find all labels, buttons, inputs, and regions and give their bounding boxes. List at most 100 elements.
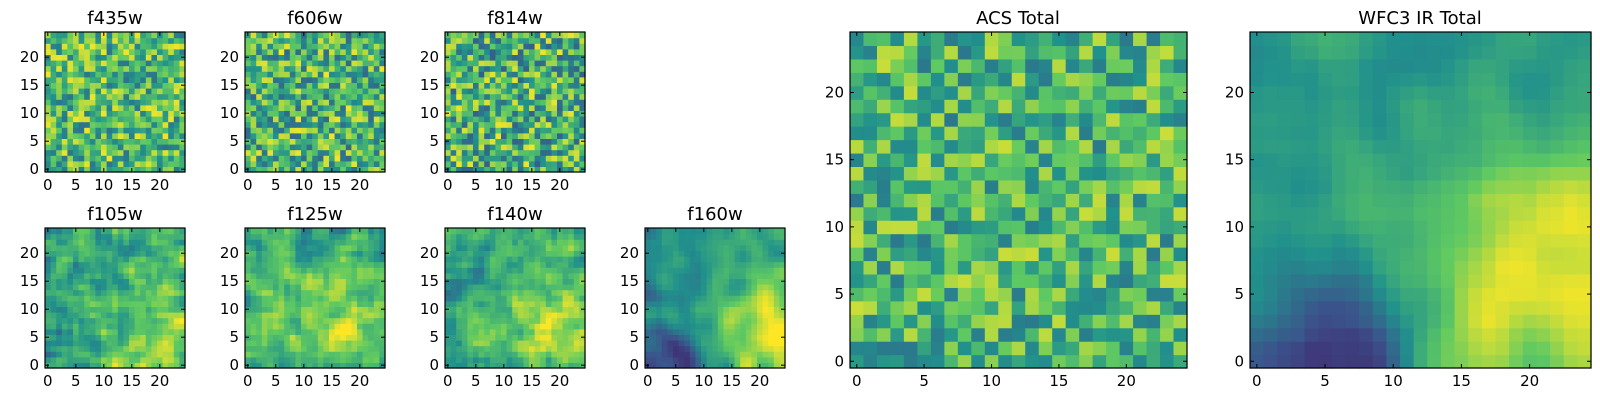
heatmap-cell (168, 76, 175, 83)
heatmap-cell (757, 233, 764, 240)
heatmap-cell (661, 239, 668, 246)
heatmap-cell (368, 356, 375, 363)
heatmap-cell (306, 37, 313, 44)
heatmap-cell (323, 278, 330, 285)
heatmap-cell (61, 278, 68, 285)
heatmap-cell (506, 295, 513, 302)
heatmap-cell (523, 300, 530, 307)
heatmap-cell (179, 300, 186, 307)
heatmap-cell (517, 317, 524, 324)
heatmap-cell (768, 239, 775, 246)
heatmap-cell (373, 88, 380, 95)
heatmap-cell (745, 317, 752, 324)
heatmap-cell (568, 155, 575, 162)
heatmap-cell (50, 312, 57, 319)
heatmap-cell (540, 256, 547, 263)
heatmap-cell (312, 65, 319, 72)
heatmap-cell (661, 362, 668, 369)
heatmap-cell (123, 289, 130, 296)
heatmap-cell (678, 351, 685, 358)
heatmap-cell (45, 340, 52, 347)
heatmap-cell (106, 110, 113, 117)
heatmap-cell (650, 250, 657, 257)
heatmap-cell (334, 306, 341, 313)
heatmap-cell (534, 32, 541, 39)
heatmap-cell (957, 314, 972, 329)
heatmap-cell (117, 71, 124, 78)
heatmap-cell (773, 312, 780, 319)
heatmap-cell (317, 284, 324, 291)
heatmap-cell (340, 356, 347, 363)
heatmap-cell (489, 323, 496, 330)
heatmap-cell (284, 166, 291, 173)
heatmap-cell (140, 93, 147, 100)
heatmap-cell (289, 356, 296, 363)
heatmap-cell (78, 272, 85, 279)
heatmap-cell (489, 99, 496, 106)
heatmap-cell (1079, 233, 1094, 248)
heatmap-cell (312, 306, 319, 313)
heatmap-cell (723, 312, 730, 319)
heatmap-cell (456, 356, 463, 363)
heatmap-cell (278, 88, 285, 95)
heatmap-cell (678, 323, 685, 330)
heatmap-cell (971, 220, 986, 235)
heatmap-cell (971, 300, 986, 315)
heatmap-cell (84, 284, 91, 291)
heatmap-cell (117, 317, 124, 324)
heatmap-cell (50, 244, 57, 251)
heatmap-cell (89, 317, 96, 324)
heatmap-cell (162, 144, 169, 151)
heatmap-cell (278, 43, 285, 50)
heatmap-cell (373, 300, 380, 307)
heatmap-cell (706, 250, 713, 257)
heatmap-cell (534, 278, 541, 285)
heatmap-cell (512, 121, 519, 128)
heatmap-cell (930, 166, 945, 181)
heatmap-cell (512, 244, 519, 251)
heatmap-cell (95, 250, 102, 257)
heatmap-cell (501, 138, 508, 145)
heatmap-cell (95, 88, 102, 95)
heatmap-cell (112, 295, 119, 302)
heatmap-cell (78, 261, 85, 268)
heatmap-cell (89, 345, 96, 352)
heatmap-cell (45, 323, 52, 330)
heatmap-cell (729, 317, 736, 324)
heatmap-cell (768, 289, 775, 296)
heatmap-cell (134, 155, 141, 162)
heatmap-cell (89, 284, 96, 291)
heatmap-cell (517, 356, 524, 363)
heatmap-cell (112, 99, 119, 106)
heatmap-cell (1092, 341, 1107, 356)
heatmap-cell (512, 93, 519, 100)
heatmap-cell (461, 362, 468, 369)
heatmap-cell (734, 356, 741, 363)
heatmap-cell (712, 244, 719, 251)
heatmap-cell (256, 256, 263, 263)
heatmap-cell (329, 37, 336, 44)
heatmap-cell (876, 354, 892, 369)
heatmap-cell (557, 76, 564, 83)
heatmap-cell (740, 295, 747, 302)
heatmap-cell (45, 43, 52, 50)
heatmap-cell (368, 267, 375, 274)
heatmap-cell (562, 60, 569, 67)
heatmap-cell (50, 256, 57, 263)
heatmap-cell (684, 306, 691, 313)
heatmap-cell (723, 328, 730, 335)
heatmap-cell (168, 300, 175, 307)
heatmap-cell (245, 244, 252, 251)
heatmap-cell (362, 71, 369, 78)
heatmap-cell (312, 362, 319, 369)
heatmap-cell (267, 110, 274, 117)
heatmap-cell (512, 138, 519, 145)
heatmap-cell (112, 65, 119, 72)
heatmap-cell (501, 76, 508, 83)
heatmap-cell (944, 179, 959, 194)
heatmap-cell (89, 312, 96, 319)
heatmap-cell (930, 341, 945, 356)
heatmap-cell (267, 116, 274, 123)
heatmap-cell (373, 149, 380, 156)
